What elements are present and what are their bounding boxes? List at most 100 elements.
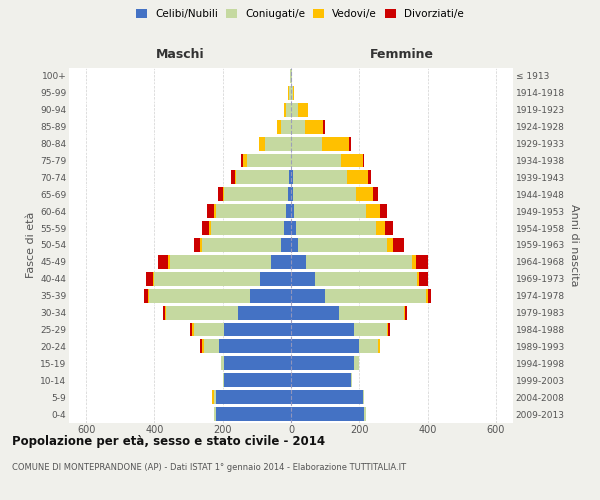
Bar: [238, 306, 291, 320]
Bar: [286, 103, 291, 117]
Bar: [291, 289, 325, 302]
Bar: [380, 204, 386, 218]
Bar: [170, 255, 271, 269]
Bar: [291, 188, 293, 201]
Bar: [231, 170, 235, 184]
Text: Popolazione per età, sesso e stato civile - 2014: Popolazione per età, sesso e stato civil…: [12, 435, 325, 448]
Bar: [307, 255, 412, 269]
Text: COMUNE DI MONTEPRANDONE (AP) - Dati ISTAT 1° gennaio 2014 - Elaborazione TUTTITA: COMUNE DI MONTEPRANDONE (AP) - Dati ISTA…: [12, 462, 406, 471]
Bar: [218, 188, 223, 201]
Bar: [148, 289, 149, 302]
Bar: [291, 120, 305, 134]
Bar: [194, 238, 200, 252]
Bar: [388, 322, 390, 336]
Bar: [293, 170, 347, 184]
Bar: [271, 255, 291, 269]
Bar: [212, 390, 214, 404]
Bar: [298, 103, 308, 117]
Bar: [291, 170, 293, 184]
Bar: [152, 272, 154, 285]
Bar: [376, 221, 385, 235]
Bar: [287, 188, 291, 201]
Bar: [284, 221, 291, 235]
Bar: [293, 188, 356, 201]
Bar: [291, 255, 307, 269]
Bar: [289, 86, 291, 100]
Bar: [260, 272, 291, 285]
Bar: [291, 390, 363, 404]
Bar: [158, 255, 168, 269]
Bar: [247, 154, 291, 168]
Bar: [349, 136, 351, 150]
Bar: [341, 154, 363, 168]
Bar: [190, 322, 192, 336]
Bar: [288, 86, 289, 100]
Bar: [284, 103, 286, 117]
Bar: [194, 322, 224, 336]
Bar: [291, 238, 298, 252]
Bar: [219, 340, 291, 353]
Bar: [366, 204, 380, 218]
Bar: [202, 340, 204, 353]
Bar: [214, 390, 216, 404]
Bar: [223, 188, 224, 201]
Bar: [204, 340, 219, 353]
Bar: [200, 238, 202, 252]
Bar: [223, 374, 224, 387]
Bar: [291, 154, 341, 168]
Bar: [146, 272, 152, 285]
Bar: [354, 322, 386, 336]
Bar: [356, 188, 373, 201]
Bar: [202, 238, 281, 252]
Bar: [291, 221, 296, 235]
Bar: [202, 221, 209, 235]
Bar: [224, 374, 291, 387]
Bar: [281, 238, 291, 252]
Bar: [209, 221, 211, 235]
Bar: [154, 272, 260, 285]
Bar: [291, 136, 322, 150]
Bar: [214, 204, 216, 218]
Bar: [164, 306, 166, 320]
Bar: [291, 272, 315, 285]
Text: Maschi: Maschi: [155, 48, 205, 60]
Bar: [291, 407, 364, 421]
Bar: [354, 356, 359, 370]
Bar: [221, 356, 224, 370]
Bar: [224, 188, 287, 201]
Bar: [192, 322, 194, 336]
Bar: [322, 136, 349, 150]
Bar: [291, 356, 354, 370]
Bar: [200, 340, 202, 353]
Bar: [363, 154, 364, 168]
Bar: [339, 306, 404, 320]
Bar: [224, 356, 291, 370]
Bar: [286, 204, 291, 218]
Bar: [347, 170, 368, 184]
Bar: [378, 340, 380, 353]
Bar: [291, 204, 295, 218]
Bar: [168, 255, 170, 269]
Bar: [149, 289, 250, 302]
Bar: [323, 120, 325, 134]
Bar: [277, 120, 281, 134]
Bar: [404, 306, 406, 320]
Bar: [243, 154, 247, 168]
Bar: [144, 289, 148, 302]
Bar: [373, 188, 378, 201]
Bar: [359, 340, 378, 353]
Bar: [418, 272, 419, 285]
Bar: [291, 340, 359, 353]
Bar: [291, 69, 292, 83]
Bar: [291, 103, 298, 117]
Bar: [295, 204, 366, 218]
Bar: [298, 238, 386, 252]
Bar: [166, 306, 238, 320]
Bar: [385, 221, 394, 235]
Y-axis label: Fasce di età: Fasce di età: [26, 212, 36, 278]
Bar: [394, 238, 404, 252]
Bar: [291, 86, 293, 100]
Bar: [290, 69, 291, 83]
Bar: [208, 204, 214, 218]
Bar: [259, 136, 265, 150]
